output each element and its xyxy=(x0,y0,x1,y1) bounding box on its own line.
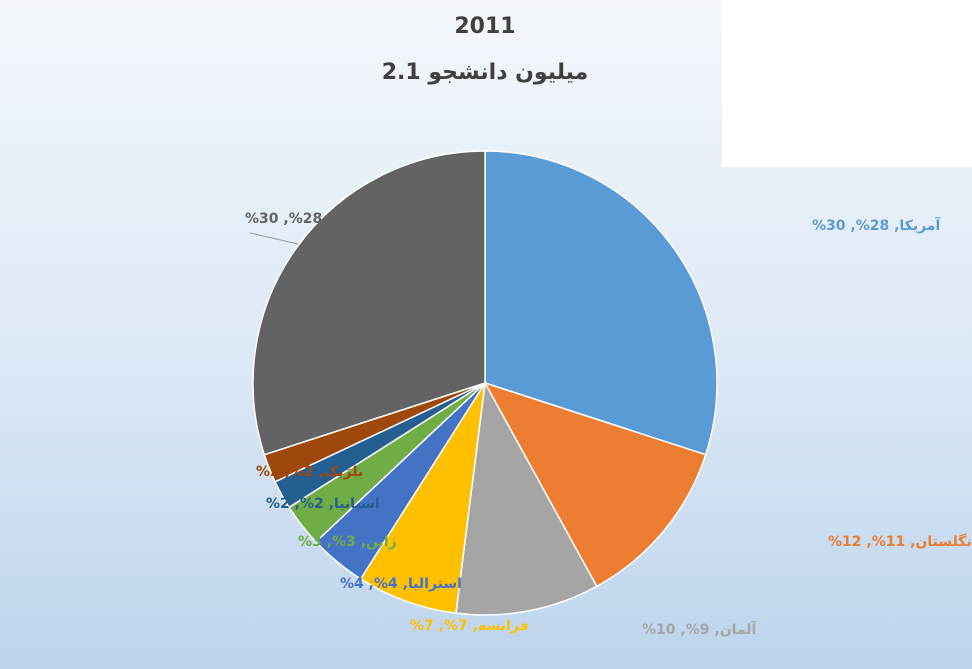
slice-label: فرانسه, 7%, 7% xyxy=(410,618,529,634)
chart-title: 2011 xyxy=(454,14,516,39)
pie-slice xyxy=(359,382,486,615)
slice-label: سایر کشورها, 28%, 30% xyxy=(245,211,424,227)
white-patch xyxy=(722,0,972,167)
slice-label: بلژیک, 2%, 2% xyxy=(256,464,363,480)
slice-label: استرالیا, 4%, 4% xyxy=(340,576,462,592)
slice-label: آمریکا, 28%, 30% xyxy=(812,216,941,234)
slice-label: انگلستان, 11%, 12% xyxy=(828,533,972,550)
chart-subtitle: 2.1 میلیون دانشجو xyxy=(381,60,589,85)
leader-line xyxy=(249,232,299,245)
pie-slice xyxy=(484,150,718,456)
pie-slice xyxy=(252,150,486,456)
slice-label: آلمان, 9%, 10% xyxy=(642,620,758,638)
pie-slice xyxy=(455,380,598,616)
slice-label: ژاپن, 3%, 3% xyxy=(298,534,397,550)
pie-slice xyxy=(483,381,707,588)
slice-label: اسپانیا, 2%, 2% xyxy=(266,496,380,512)
